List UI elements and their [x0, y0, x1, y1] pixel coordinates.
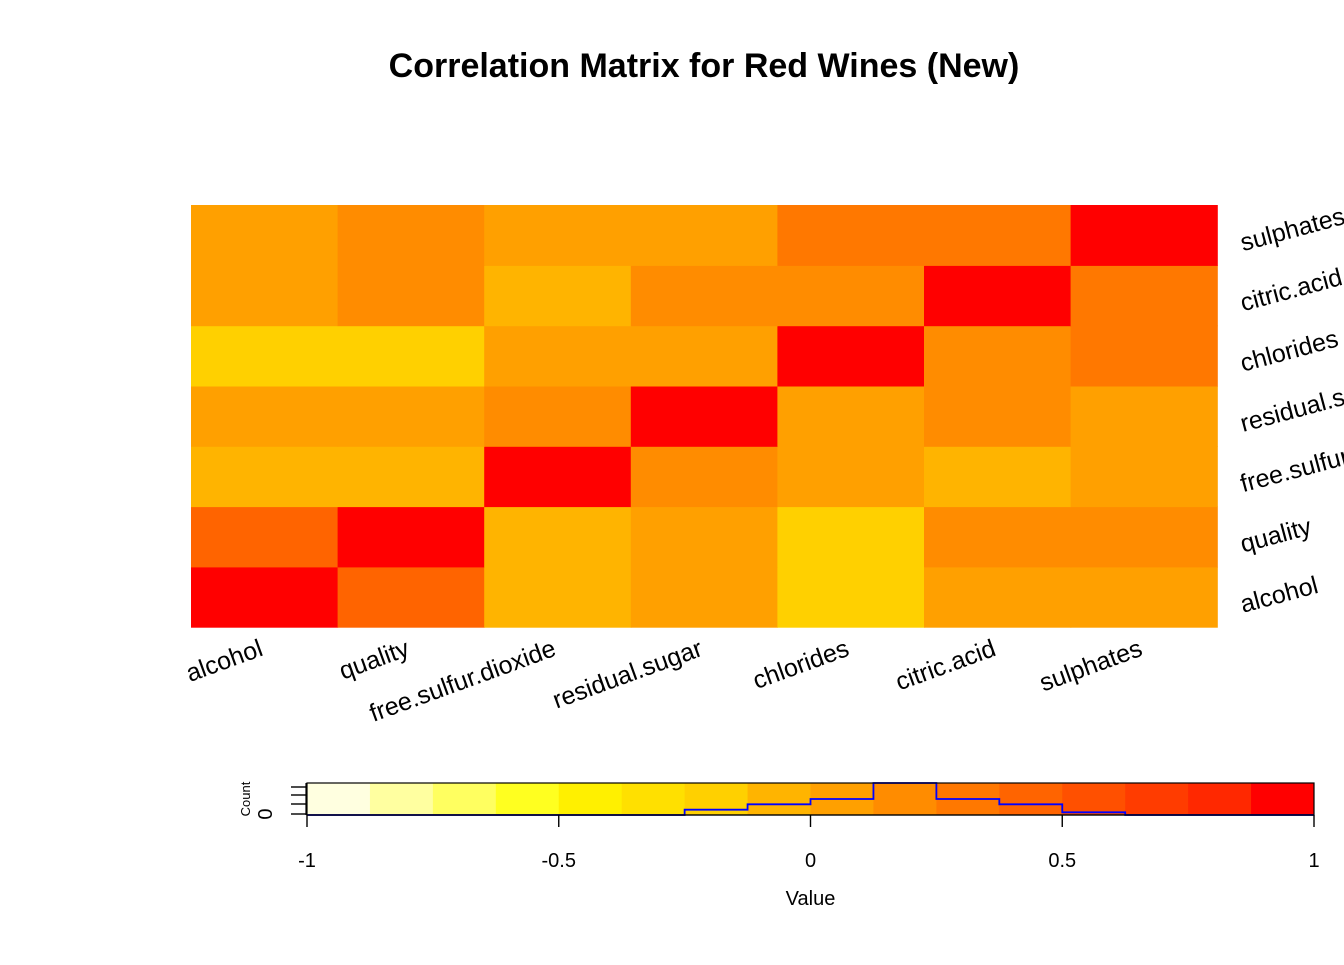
heatmap-cell-free.sulfur.dioxide-chlorides: [777, 446, 925, 508]
row-label-quality: quality: [1237, 513, 1315, 559]
heatmap-cell-citric.acid-alcohol: [191, 265, 339, 327]
row-label-citric.acid: citric.acid: [1237, 263, 1344, 317]
heatmap-cell-residual.sugar-residual.sugar: [630, 385, 778, 447]
row-label-sulphates: sulphates: [1237, 202, 1344, 257]
color-key-swatch: [1188, 783, 1252, 815]
column-labels: alcohol qualityfree.sulfur.dioxideresidua…: [182, 634, 1146, 728]
heatmap-cell-sulphates-quality: [337, 205, 485, 266]
color-key-y-tick-label: 0: [255, 808, 277, 819]
heatmap-cell-citric.acid-chlorides: [777, 265, 925, 327]
heatmap-cell-alcohol-quality: [337, 566, 485, 628]
heatmap-cell-quality-alcohol: [191, 506, 339, 568]
heatmap-cell-residual.sugar-citric.acid: [924, 385, 1072, 447]
heatmap-cell-free.sulfur.dioxide-residual.sugar: [630, 446, 778, 508]
color-key-x-tick-label: -1: [298, 850, 316, 872]
heatmap-cell-sulphates-citric.acid: [924, 205, 1072, 266]
color-key-y-label: Count: [238, 781, 253, 816]
heatmap-cell-residual.sugar-quality: [337, 385, 485, 447]
color-key-swatch: [1251, 783, 1315, 815]
heatmap-cell-sulphates-residual.sugar: [630, 205, 778, 266]
heatmap-cell-chlorides-citric.acid: [924, 325, 1072, 387]
row-labels: alcoholqualityfree.sulfur.dioxideresidua…: [1237, 202, 1344, 618]
heatmap-cell-chlorides-sulphates: [1070, 325, 1218, 387]
color-key-swatch: [369, 783, 434, 815]
color-key-x-tick-label: -0.5: [542, 850, 576, 872]
heatmap-cell-quality-sulphates: [1070, 506, 1218, 568]
heatmap-cell-alcohol-chlorides: [777, 566, 925, 628]
color-key-swatch: [873, 783, 937, 815]
heatmap-cell-free.sulfur.dioxide-quality: [337, 446, 485, 508]
heatmap-cell-chlorides-residual.sugar: [630, 325, 778, 387]
row-label-chlorides: chlorides: [1237, 325, 1341, 378]
heatmap-cell-sulphates-chlorides: [777, 205, 925, 266]
column-label-chlorides: chlorides: [749, 634, 853, 695]
column-label-residual.sugar: residual.sugar: [549, 634, 706, 714]
heatmap-cell-alcohol-free.sulfur.dioxide: [484, 566, 632, 628]
color-key-swatch: [999, 783, 1063, 815]
heatmap-cell-sulphates-sulphates: [1070, 205, 1218, 266]
heatmap-cell-quality-residual.sugar: [630, 506, 778, 568]
heatmap-cell-sulphates-free.sulfur.dioxide: [484, 205, 632, 266]
color-key-swatch: [558, 783, 623, 815]
heatmap-cell-citric.acid-residual.sugar: [630, 265, 778, 327]
column-label-sulphates: sulphates: [1036, 634, 1146, 697]
heatmap-cell-sulphates-alcohol: [191, 205, 339, 266]
heatmap-cell-alcohol-citric.acid: [924, 566, 1072, 628]
row-label-residual.sugar: residual.sugar: [1237, 370, 1344, 438]
color-key-x-tick-label: 0.5: [1048, 850, 1076, 872]
heatmap-cell-residual.sugar-chlorides: [777, 385, 925, 447]
heatmap-cell-chlorides-free.sulfur.dioxide: [484, 325, 632, 387]
heatmap-cell-alcohol-alcohol: [191, 566, 339, 628]
heatmap-cell-quality-citric.acid: [924, 506, 1072, 568]
color-key-x-tick-label: 0: [805, 850, 816, 872]
heatmap-cell-chlorides-alcohol: [191, 325, 339, 387]
heatmap-cell-quality-free.sulfur.dioxide: [484, 506, 632, 568]
color-key-swatch: [1125, 783, 1189, 815]
heatmap-cell-quality-quality: [337, 506, 485, 568]
heatmap-cell-chlorides-quality: [337, 325, 485, 387]
heatmap-cell-residual.sugar-alcohol: [191, 385, 339, 447]
color-key-swatch: [621, 783, 686, 815]
heatmap-cell-citric.acid-citric.acid: [924, 265, 1072, 327]
heatmap-cell-alcohol-sulphates: [1070, 566, 1218, 628]
color-key-swatch: [495, 783, 560, 815]
column-label-citric.acid: citric.acid: [892, 634, 999, 696]
heatmap-cell-citric.acid-quality: [337, 265, 485, 327]
heatmap-cell-free.sulfur.dioxide-alcohol: [191, 446, 339, 508]
heatmap-cell-citric.acid-sulphates: [1070, 265, 1218, 327]
heatmap-cell-free.sulfur.dioxide-citric.acid: [924, 446, 1072, 508]
heatmap-cell-alcohol-residual.sugar: [630, 566, 778, 628]
heatmap-cell-residual.sugar-free.sulfur.dioxide: [484, 385, 632, 447]
heatmap-cell-residual.sugar-sulphates: [1070, 385, 1218, 447]
column-label-alcohol: alcohol: [182, 634, 266, 687]
color-key-swatch: [307, 783, 371, 815]
color-key-x-label: Value: [786, 888, 836, 910]
heatmap-cell-free.sulfur.dioxide-free.sulfur.dioxide: [484, 446, 632, 508]
heatmap-cell-citric.acid-free.sulfur.dioxide: [484, 265, 632, 327]
color-key-swatch: [747, 783, 811, 815]
column-label-quality: quality: [335, 634, 413, 685]
heatmap-cells: [191, 205, 1218, 628]
color-key-swatch: [432, 783, 497, 815]
heatmap-cell-chlorides-chlorides: [777, 325, 925, 387]
color-key-x-tick-label: 1: [1308, 850, 1319, 872]
heatmap-cell-quality-chlorides: [777, 506, 925, 568]
color-key-swatch: [1062, 783, 1126, 815]
chart-title: Correlation Matrix for Red Wines (New): [389, 47, 1020, 85]
heatmap-cell-free.sulfur.dioxide-sulphates: [1070, 446, 1218, 508]
row-label-alcohol: alcohol: [1237, 571, 1321, 619]
